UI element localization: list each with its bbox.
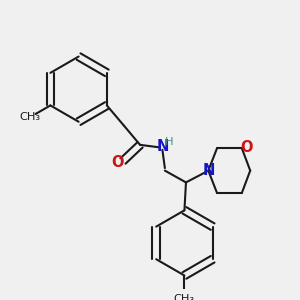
Text: N: N <box>202 163 214 178</box>
Text: N: N <box>156 139 169 154</box>
Text: H: H <box>165 137 173 147</box>
Text: CH₃: CH₃ <box>19 112 40 122</box>
Text: O: O <box>240 140 252 154</box>
Text: O: O <box>111 155 124 170</box>
Text: CH₃: CH₃ <box>174 294 195 300</box>
